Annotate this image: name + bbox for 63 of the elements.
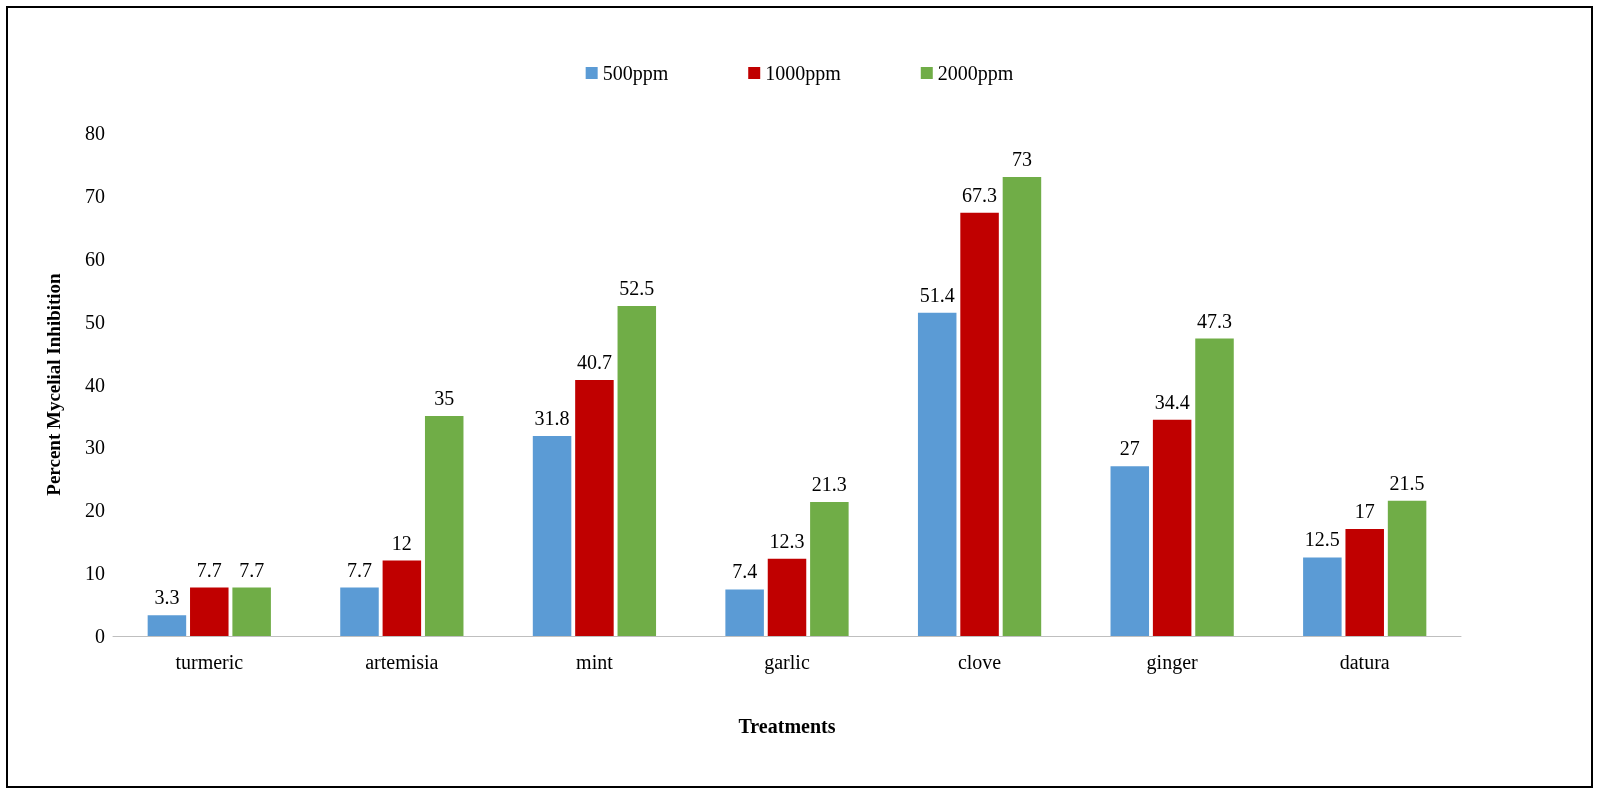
data-label: 34.4: [1154, 390, 1190, 413]
data-label: 40.7: [576, 351, 612, 374]
bar: [340, 587, 379, 636]
y-tick-label: 30: [85, 436, 105, 459]
data-label: 51.4: [919, 283, 955, 306]
data-label: 21.3: [811, 473, 847, 496]
legend-label: 500ppm: [602, 62, 669, 85]
y-tick-label: 20: [85, 499, 105, 522]
data-label: 7.7: [346, 558, 372, 581]
bar: [810, 502, 849, 636]
bar: [382, 560, 422, 636]
y-tick-label: 70: [85, 184, 105, 207]
bar: [767, 558, 807, 636]
bar: [1303, 557, 1342, 636]
y-tick-label: 60: [85, 247, 105, 270]
data-label: 67.3: [962, 183, 998, 206]
bar: [190, 587, 229, 636]
bar: [917, 312, 957, 636]
x-tick-label: mint: [576, 651, 614, 673]
x-tick-label: datura: [1339, 651, 1390, 673]
x-tick-label: turmeric: [175, 651, 244, 673]
data-label: 31.8: [534, 407, 570, 430]
bar: [575, 380, 614, 636]
bar: [1110, 466, 1150, 636]
y-tick-label: 10: [85, 562, 105, 585]
y-tick-label: 50: [85, 310, 105, 333]
bar: [147, 615, 187, 636]
x-axis-title: Treatments: [738, 715, 836, 737]
data-label: 21.5: [1389, 471, 1425, 494]
data-label: 27: [1119, 437, 1140, 460]
bar: [532, 436, 572, 636]
bar: [1002, 177, 1042, 636]
x-tick-label: artemisia: [365, 651, 439, 673]
bar: [725, 589, 764, 636]
data-label: 7.4: [732, 560, 758, 583]
data-label: 7.7: [239, 558, 265, 581]
x-tick-label: ginger: [1146, 651, 1199, 674]
data-label: 7.7: [196, 558, 222, 581]
y-axis-title: Percent Mycelial Inhibition: [43, 272, 64, 496]
data-label: 73: [1011, 148, 1032, 171]
data-label: 12.3: [769, 529, 805, 552]
bar: [960, 212, 999, 636]
x-tick-label: clove: [957, 651, 1002, 673]
bar: [617, 305, 657, 636]
data-label: 35: [434, 386, 455, 409]
bar: [1387, 500, 1427, 636]
y-tick-label: 40: [85, 373, 105, 396]
y-tick-label: 0: [95, 625, 105, 647]
bar: [424, 415, 464, 636]
legend-label: 2000ppm: [937, 62, 1014, 85]
data-label: 12.5: [1304, 528, 1340, 551]
data-label: 17: [1354, 500, 1375, 523]
data-label: 52.5: [619, 276, 655, 299]
data-label: 3.3: [154, 586, 180, 609]
bar: [1152, 419, 1192, 636]
bar: [1195, 338, 1234, 636]
y-tick-label: 80: [85, 122, 105, 144]
bar: [232, 587, 271, 636]
data-label: 47.3: [1197, 309, 1233, 332]
data-label: 12: [391, 531, 412, 554]
x-tick-label: garlic: [764, 651, 810, 674]
bar: [1345, 529, 1384, 636]
legend-label: 1000ppm: [765, 62, 842, 85]
